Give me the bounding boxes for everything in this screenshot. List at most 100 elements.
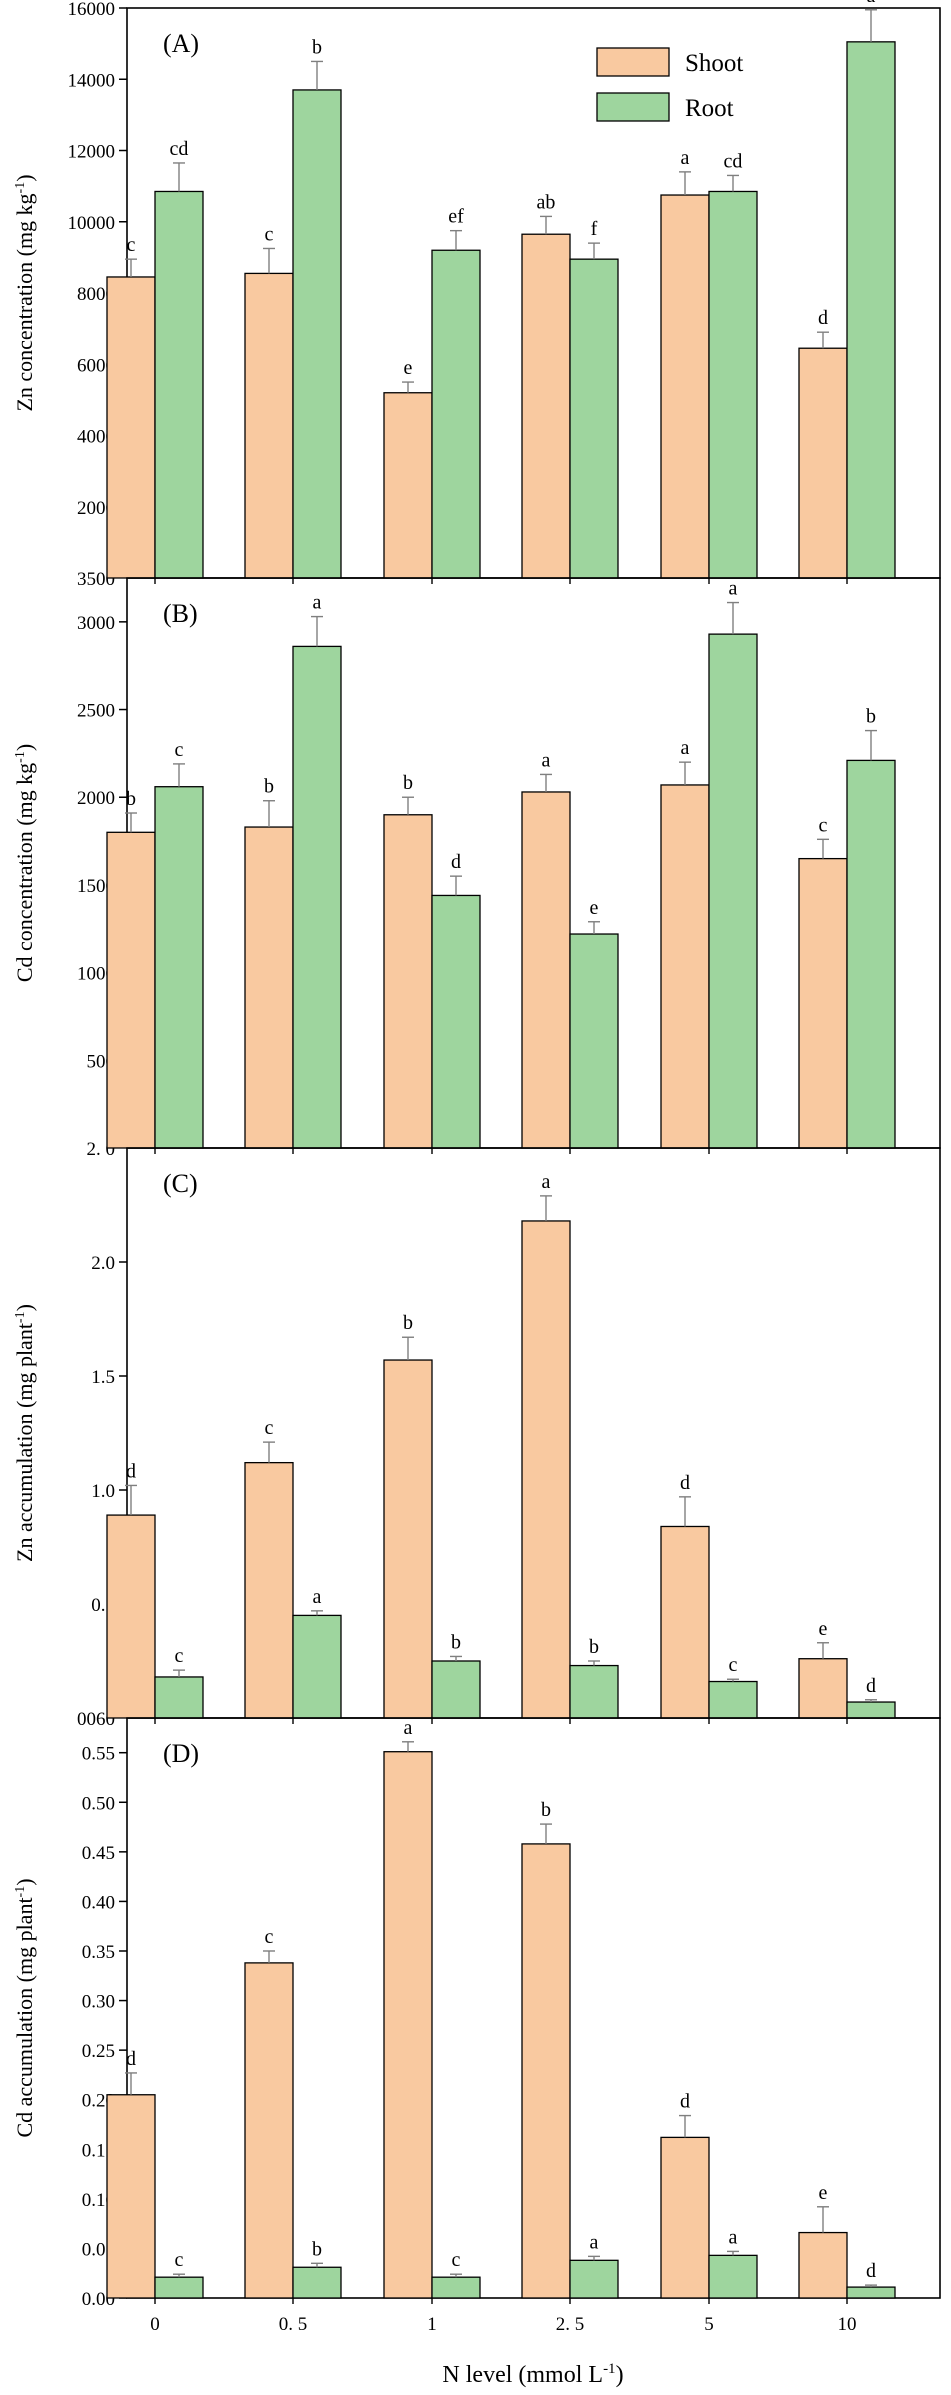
significance-letter-shoot: d — [680, 2091, 690, 2113]
bar-root — [846, 2286, 896, 2299]
significance-letter-root: a — [729, 2226, 738, 2248]
significance-letter-shoot: b — [264, 776, 274, 798]
bar-root — [292, 89, 342, 579]
y-tick-label: 0.50 — [82, 1793, 115, 1814]
y-tick-label: 1.0 — [91, 1481, 115, 1502]
bar-shoot — [660, 2136, 710, 2299]
panel-tag: (C) — [163, 1169, 198, 1198]
bar-shoot — [521, 1220, 571, 1719]
y-tick-label: 16000 — [68, 0, 116, 20]
significance-letter-root: a — [313, 1586, 322, 1608]
significance-letter-root: e — [590, 897, 599, 919]
significance-letter-root: b — [312, 36, 322, 58]
y-tick-label: 12000 — [68, 142, 116, 163]
bar-root — [154, 786, 204, 1149]
bar-root — [708, 190, 758, 579]
y-tick-label: 3000 — [77, 613, 115, 634]
bar-root — [846, 41, 896, 579]
bar-shoot — [383, 1751, 433, 2299]
y-tick-label: 14000 — [68, 70, 116, 91]
legend-label-root: Root — [685, 95, 734, 122]
bar-root — [708, 1680, 758, 1719]
bar-shoot — [798, 347, 848, 579]
significance-letter-root: a — [867, 0, 876, 7]
y-tick-label: 0.45 — [82, 1843, 115, 1864]
y-tick-label: 2500 — [77, 701, 115, 722]
significance-letter-shoot: a — [404, 1717, 413, 1739]
bar-root — [708, 633, 758, 1149]
y-tick-label: 6000 — [77, 355, 115, 376]
y-tick-label: 1000 — [77, 964, 115, 985]
y-tick-label: 0.40 — [82, 1892, 115, 1913]
bar-shoot — [106, 1514, 156, 1719]
significance-letter-root: a — [590, 2231, 599, 2253]
legend-swatch-root — [596, 92, 670, 122]
bar-shoot — [383, 392, 433, 579]
significance-letter-root: d — [866, 1675, 876, 1697]
bar-root — [569, 2259, 619, 2299]
significance-letter-root: c — [175, 2249, 184, 2271]
x-tick-label: 5 — [704, 2314, 714, 2335]
significance-letter-root: d — [451, 851, 461, 873]
y-tick-label: 4000 — [77, 427, 115, 448]
bar-root — [431, 249, 481, 579]
significance-letter-shoot: c — [265, 1926, 274, 1948]
significance-letter-shoot: a — [681, 147, 690, 169]
bar-root — [292, 1614, 342, 1719]
y-tick-label: 1500 — [77, 876, 115, 897]
panel-tag: (A) — [163, 29, 199, 58]
bar-root — [292, 645, 342, 1149]
significance-letter-shoot: d — [818, 307, 828, 329]
bar-shoot — [660, 1525, 710, 1719]
significance-letter-shoot: e — [404, 357, 413, 379]
y-tick-label: 2000 — [77, 788, 115, 809]
significance-letter-root: a — [729, 578, 738, 600]
bar-root — [431, 894, 481, 1149]
y-axis-label: Cd accumulation (mg plant-1) — [12, 1878, 37, 2137]
bar-shoot — [798, 2231, 848, 2299]
bar-root — [708, 2254, 758, 2299]
y-tick-label: 0.30 — [82, 1992, 115, 2013]
bar-root — [846, 1701, 896, 1719]
legend-label-shoot: Shoot — [685, 50, 743, 77]
significance-letter-root: c — [175, 739, 184, 761]
bar-root — [569, 258, 619, 579]
significance-letter-shoot: b — [126, 788, 136, 810]
legend: Shoot Root — [596, 47, 743, 122]
significance-letter-shoot: c — [265, 1417, 274, 1439]
significance-letter-shoot: e — [819, 2182, 828, 2204]
bar-root — [154, 2276, 204, 2299]
bar-shoot — [106, 831, 156, 1149]
bar-root — [292, 2266, 342, 2299]
bar-root — [154, 1676, 204, 1719]
significance-letter-shoot: b — [403, 1312, 413, 1334]
significance-letter-shoot: d — [126, 1460, 136, 1482]
significance-letter-root: b — [589, 1636, 599, 1658]
bar-root — [431, 1660, 481, 1719]
significance-letter-root: b — [866, 706, 876, 728]
x-tick-label: 2. 5 — [556, 2314, 585, 2335]
panel-tag: (B) — [163, 599, 198, 628]
significance-letter-root: c — [175, 1645, 184, 1667]
bar-shoot — [660, 194, 710, 579]
y-tick-label: 0.25 — [82, 2041, 115, 2062]
bar-shoot — [383, 814, 433, 1149]
significance-letter-shoot: c — [819, 814, 828, 836]
x-tick-label: 1 — [427, 2314, 437, 2335]
y-tick-label: 2.0 — [91, 1253, 115, 1274]
y-tick-label: 10000 — [68, 213, 116, 234]
y-tick-label: 1.5 — [91, 1367, 115, 1388]
bar-shoot — [244, 826, 294, 1149]
y-axis-label: Zn concentration (mg kg-1) — [12, 174, 37, 411]
x-tick-label: 0 — [150, 2314, 160, 2335]
bar-shoot — [521, 1843, 571, 2299]
panel-1: 2000 4000 6000 8000 10000 12000 14000 16000 3500… — [12, 0, 941, 590]
y-tick-label: 8000 — [77, 284, 115, 305]
bar-shoot — [383, 1359, 433, 1719]
significance-letter-shoot: a — [542, 1171, 551, 1193]
bar-shoot — [244, 1962, 294, 2299]
bar-shoot — [521, 791, 571, 1149]
significance-letter-root: b — [312, 2238, 322, 2260]
